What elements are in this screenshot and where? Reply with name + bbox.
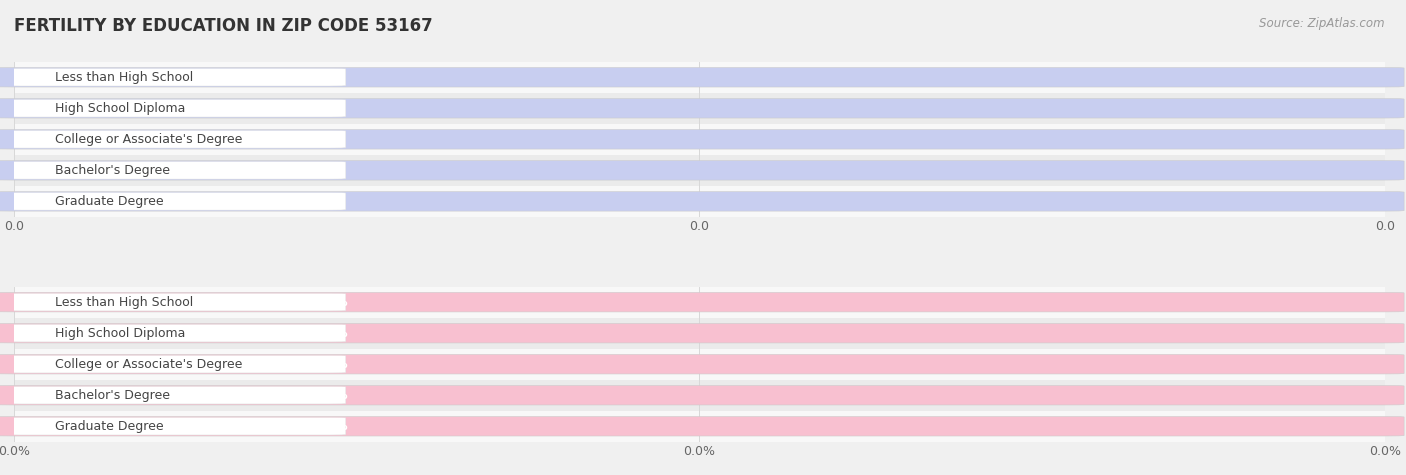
FancyBboxPatch shape bbox=[4, 387, 346, 404]
Text: 0.0%: 0.0% bbox=[316, 420, 349, 433]
Text: 0.0: 0.0 bbox=[316, 164, 336, 177]
Text: 0.0: 0.0 bbox=[316, 133, 336, 146]
Text: Graduate Degree: Graduate Degree bbox=[55, 195, 165, 208]
FancyBboxPatch shape bbox=[0, 130, 1405, 149]
FancyBboxPatch shape bbox=[0, 191, 1405, 211]
FancyBboxPatch shape bbox=[4, 192, 346, 210]
Text: Bachelor's Degree: Bachelor's Degree bbox=[55, 389, 170, 402]
Bar bbox=[14, 186, 1385, 217]
Bar bbox=[14, 349, 1385, 380]
FancyBboxPatch shape bbox=[4, 162, 346, 179]
FancyBboxPatch shape bbox=[4, 355, 346, 373]
FancyBboxPatch shape bbox=[4, 324, 346, 342]
Text: Bachelor's Degree: Bachelor's Degree bbox=[55, 164, 170, 177]
FancyBboxPatch shape bbox=[0, 417, 1405, 436]
Bar bbox=[14, 62, 1385, 93]
Bar bbox=[14, 155, 1385, 186]
Text: 0.0%: 0.0% bbox=[316, 295, 349, 309]
Bar bbox=[14, 286, 1385, 318]
FancyBboxPatch shape bbox=[0, 98, 1405, 118]
Text: Less than High School: Less than High School bbox=[55, 71, 194, 84]
FancyBboxPatch shape bbox=[0, 323, 1405, 343]
Text: FERTILITY BY EDUCATION IN ZIP CODE 53167: FERTILITY BY EDUCATION IN ZIP CODE 53167 bbox=[14, 17, 433, 35]
Bar bbox=[14, 93, 1385, 124]
FancyBboxPatch shape bbox=[0, 385, 1405, 405]
FancyBboxPatch shape bbox=[0, 161, 1405, 180]
Bar bbox=[14, 411, 1385, 442]
Text: High School Diploma: High School Diploma bbox=[55, 327, 186, 340]
Text: 0.0%: 0.0% bbox=[316, 358, 349, 370]
Text: 0.0: 0.0 bbox=[316, 102, 336, 115]
FancyBboxPatch shape bbox=[0, 67, 1405, 87]
Text: Less than High School: Less than High School bbox=[55, 295, 194, 309]
Text: Graduate Degree: Graduate Degree bbox=[55, 420, 165, 433]
Text: 0.0: 0.0 bbox=[316, 71, 336, 84]
Text: Source: ZipAtlas.com: Source: ZipAtlas.com bbox=[1260, 17, 1385, 29]
Text: 0.0%: 0.0% bbox=[316, 389, 349, 402]
Text: High School Diploma: High School Diploma bbox=[55, 102, 186, 115]
Text: College or Associate's Degree: College or Associate's Degree bbox=[55, 133, 243, 146]
FancyBboxPatch shape bbox=[4, 68, 346, 86]
FancyBboxPatch shape bbox=[4, 418, 346, 435]
Bar bbox=[14, 380, 1385, 411]
FancyBboxPatch shape bbox=[4, 131, 346, 148]
Text: College or Associate's Degree: College or Associate's Degree bbox=[55, 358, 243, 370]
Text: 0.0%: 0.0% bbox=[316, 327, 349, 340]
FancyBboxPatch shape bbox=[4, 294, 346, 311]
FancyBboxPatch shape bbox=[4, 100, 346, 117]
FancyBboxPatch shape bbox=[0, 354, 1405, 374]
Bar bbox=[14, 124, 1385, 155]
FancyBboxPatch shape bbox=[0, 293, 1405, 312]
Bar bbox=[14, 318, 1385, 349]
Text: 0.0: 0.0 bbox=[316, 195, 336, 208]
